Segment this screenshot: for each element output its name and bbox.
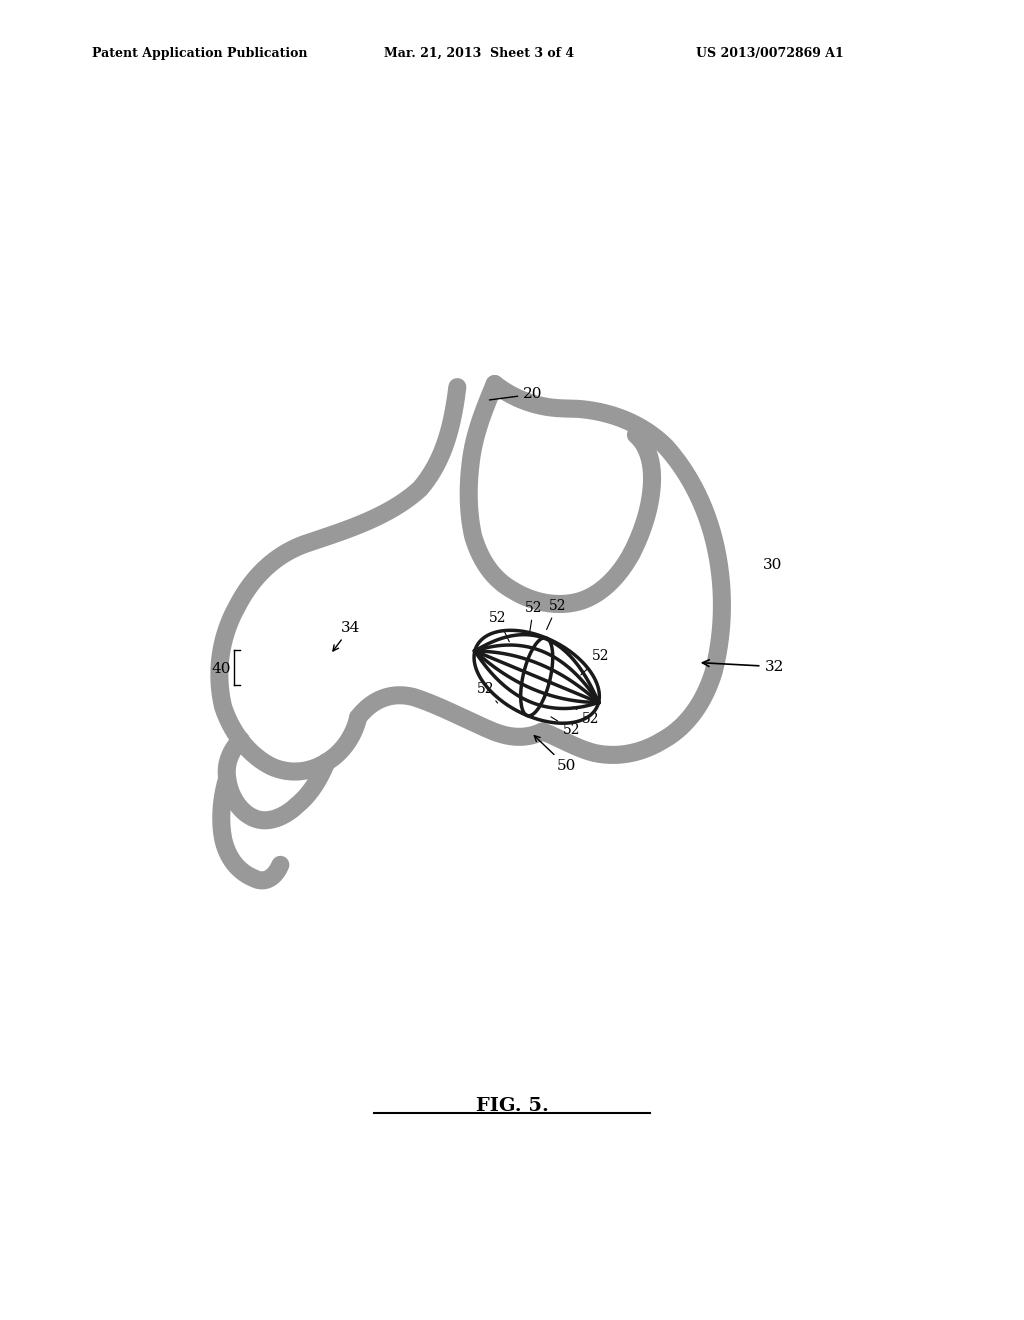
Text: FIG. 5.: FIG. 5. — [475, 1097, 549, 1115]
Text: Mar. 21, 2013  Sheet 3 of 4: Mar. 21, 2013 Sheet 3 of 4 — [384, 46, 574, 59]
Text: 34: 34 — [333, 620, 360, 651]
Text: 30: 30 — [763, 558, 782, 572]
Text: US 2013/0072869 A1: US 2013/0072869 A1 — [696, 46, 844, 59]
Text: 50: 50 — [535, 735, 575, 774]
Text: 52: 52 — [489, 611, 509, 642]
Text: 52: 52 — [524, 601, 543, 635]
Text: 20: 20 — [489, 387, 543, 401]
Text: 32: 32 — [702, 660, 783, 673]
Text: 52: 52 — [477, 682, 498, 704]
Text: 52: 52 — [573, 706, 599, 726]
Text: Patent Application Publication: Patent Application Publication — [92, 46, 307, 59]
Text: 52: 52 — [547, 598, 566, 630]
Text: 52: 52 — [551, 717, 581, 737]
Text: 52: 52 — [581, 649, 609, 675]
Text: 40: 40 — [211, 661, 230, 676]
